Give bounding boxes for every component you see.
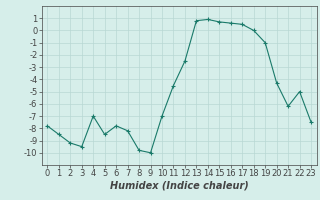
X-axis label: Humidex (Indice chaleur): Humidex (Indice chaleur) bbox=[110, 181, 249, 191]
